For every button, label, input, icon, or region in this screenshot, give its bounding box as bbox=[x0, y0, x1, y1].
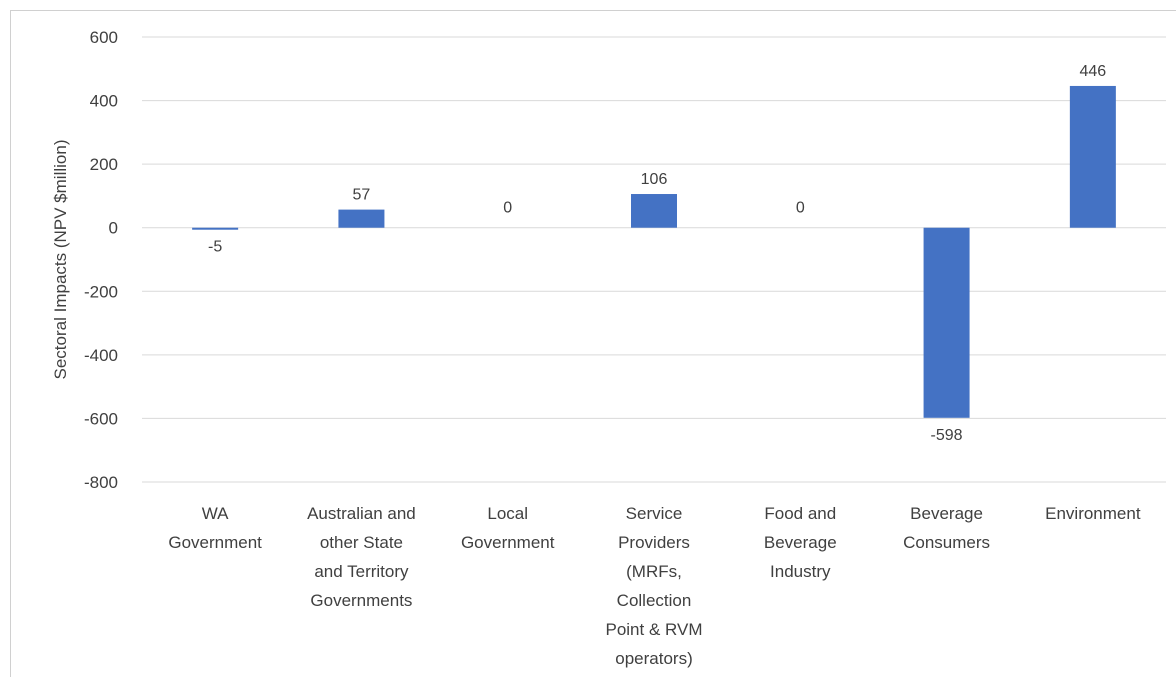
y-tick-label: -400 bbox=[84, 346, 118, 365]
data-label: -598 bbox=[931, 427, 963, 444]
data-label: 0 bbox=[796, 200, 805, 217]
data-labels: -5 57 0 106 0 -598 446 bbox=[208, 63, 1106, 444]
x-category-label: Beverage Consumers bbox=[903, 504, 990, 552]
y-tick-label: -800 bbox=[84, 473, 118, 492]
data-label: 106 bbox=[641, 171, 668, 188]
y-tick-label: 200 bbox=[90, 155, 118, 174]
bar bbox=[1069, 85, 1116, 228]
data-label: 0 bbox=[503, 200, 512, 217]
y-axis-ticks: 600 400 200 0 -200 -400 -600 -800 bbox=[84, 28, 118, 492]
gridlines bbox=[142, 36, 1166, 483]
x-category-label: Environment bbox=[1045, 504, 1141, 523]
y-tick-label: 600 bbox=[90, 28, 118, 47]
bar bbox=[923, 227, 970, 418]
bars bbox=[192, 85, 1116, 418]
data-label: -5 bbox=[208, 239, 222, 256]
category-labels: WA Government Australian and other State and… bbox=[168, 504, 1140, 668]
x-category-label: WA Government bbox=[168, 504, 262, 552]
y-tick-label: 0 bbox=[109, 219, 118, 238]
y-tick-label: -600 bbox=[84, 409, 118, 428]
data-label: 446 bbox=[1080, 63, 1107, 80]
y-axis-title: Sectoral Impacts (NPV $million) bbox=[51, 140, 70, 380]
bar bbox=[192, 227, 239, 230]
x-category-label: Local Government bbox=[461, 504, 555, 552]
bar bbox=[338, 209, 385, 228]
x-category-label: Australian and other State and Territory Go… bbox=[307, 504, 416, 610]
y-tick-label: -200 bbox=[84, 282, 118, 301]
x-category-label: Food and Beverage Industry bbox=[764, 504, 837, 581]
y-tick-label: 400 bbox=[90, 92, 118, 111]
data-label: 57 bbox=[353, 187, 371, 204]
bar bbox=[631, 194, 677, 228]
x-category-label: Service Providers (MRFs, Collection Point & … bbox=[605, 504, 702, 668]
